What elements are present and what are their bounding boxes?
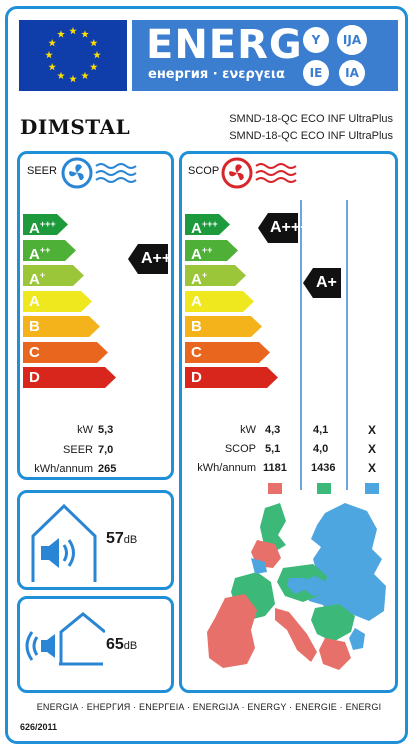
- seer-class-arrow: A+++: [23, 214, 68, 237]
- fan-heating-icon: [220, 156, 300, 190]
- seer-rating-arrow: A++: [128, 244, 171, 274]
- noise-outdoor-value: 65dB: [106, 636, 138, 653]
- seer-class-arrow: A++: [23, 239, 76, 263]
- scop-label-kw: kW: [240, 424, 256, 436]
- eu-star: [57, 71, 65, 80]
- scop-average-rating-arrow: A+: [303, 268, 341, 298]
- scop-class-arrow: B: [185, 316, 262, 337]
- seer-value-kw: 5,3: [98, 424, 114, 436]
- scop-class-arrow: D: [185, 367, 278, 388]
- scop-warmer-kwh: 1181: [263, 462, 287, 474]
- zone-average-swatch: [317, 483, 331, 494]
- seer-class-label: B: [29, 318, 40, 335]
- scop-class-arrow: A: [185, 290, 254, 312]
- seer-label-seer: SEER: [63, 444, 93, 456]
- scop-class-arrow: C: [185, 341, 270, 363]
- scop-class-label: A++: [191, 244, 213, 263]
- seer-class-arrow: A: [23, 290, 92, 312]
- eu-star: [48, 63, 57, 71]
- scop-title: SCOP: [188, 165, 220, 177]
- eu-star: [81, 71, 89, 80]
- seer-class-arrow: C: [23, 341, 108, 363]
- noise-outdoor-panel: [17, 596, 174, 693]
- brand-name: DIMSTAL: [20, 115, 131, 139]
- speaker-indoor-icon: [25, 498, 103, 583]
- regulation-number: 626/2011: [20, 722, 58, 732]
- energy-word: ENERG: [146, 22, 303, 68]
- zone-divider: [300, 200, 302, 490]
- fan-cooling-icon: [60, 156, 140, 190]
- seer-class-label: C: [29, 343, 40, 361]
- seer-class-label: A: [29, 292, 40, 310]
- model-indoor: SMND-18-QC ECO INF UltraPlus: [229, 113, 393, 125]
- eu-star: [48, 39, 57, 47]
- seer-class-label: A+: [29, 270, 46, 288]
- seer-class-label: A+++: [29, 219, 56, 237]
- scop-class-label: B: [191, 318, 202, 335]
- scop-panel: [179, 151, 398, 693]
- scop-average-kwh: 1436: [311, 462, 336, 474]
- seer-class-arrow: A+: [23, 265, 84, 288]
- lang-badge: IE: [303, 60, 329, 86]
- scop-class-arrow: A+: [185, 265, 246, 288]
- label-frame: [5, 6, 408, 744]
- model-outdoor: SMND-18-QC ECO INF UltraPlus: [229, 130, 393, 142]
- seer-panel: [17, 151, 174, 480]
- eu-flag-icon: [19, 20, 127, 91]
- eu-star: [45, 51, 53, 59]
- scop-class-arrow: A+++: [185, 214, 230, 237]
- scop-warmer-rating-arrow: A+++: [258, 213, 310, 243]
- eu-star: [69, 75, 77, 83]
- footer-languages: ENERGIA · ЕНЕРГИЯ · ΕΝΕΡΓΕΙΑ · ENERGIJA …: [36, 702, 382, 712]
- scop-label-kwh: kWh/annum: [197, 462, 256, 474]
- seer-label-kwh: kWh/annum: [34, 463, 93, 475]
- eu-star: [89, 39, 98, 47]
- scop-class-label: C: [191, 343, 202, 361]
- noise-indoor-value: 57dB: [106, 530, 138, 547]
- lang-badge: IJA: [337, 25, 367, 55]
- scop-class-label: A+: [191, 270, 208, 288]
- zone-colder-swatch: [365, 483, 379, 494]
- scop-class-arrow: A++: [185, 239, 238, 263]
- scop-average-scop: 4,0: [313, 443, 329, 455]
- scop-warmer-kw: 4,3: [265, 424, 281, 436]
- scop-class-label: A+++: [191, 219, 218, 237]
- seer-class-arrow: B: [23, 316, 100, 337]
- lang-badge: IA: [339, 60, 365, 86]
- seer-value-kwh: 265: [98, 463, 117, 475]
- europe-map-icon: [205, 498, 393, 688]
- scop-class-label: A: [191, 292, 202, 310]
- scop-colder-scop: X: [368, 442, 377, 456]
- eu-star: [81, 30, 89, 38]
- scop-colder-kwh: X: [368, 461, 377, 475]
- scop-average-kw: 4,1: [313, 424, 329, 436]
- scop-warmer-scop: 5,1: [265, 443, 281, 455]
- seer-title: SEER: [27, 165, 57, 177]
- seer-label-kw: kW: [77, 424, 93, 436]
- zone-divider: [346, 200, 348, 490]
- seer-class-label: D: [29, 369, 40, 386]
- lang-badge: Y: [303, 27, 329, 53]
- seer-value-seer: 7,0: [98, 444, 114, 456]
- eu-star: [93, 51, 101, 59]
- scop-colder-kw: X: [368, 423, 377, 437]
- noise-indoor-panel: [17, 490, 174, 590]
- energy-subtitle: енергия · ενεργεια: [148, 67, 285, 82]
- zone-warmer-swatch: [268, 483, 282, 494]
- speaker-outdoor-icon: [25, 604, 106, 686]
- seer-class-label: A++: [29, 244, 51, 263]
- scop-class-label: D: [191, 369, 202, 386]
- eu-star: [89, 63, 98, 71]
- eu-star: [57, 30, 65, 38]
- eu-star: [69, 27, 77, 35]
- scop-label-scop: SCOP: [224, 443, 256, 455]
- seer-class-arrow: D: [23, 367, 116, 388]
